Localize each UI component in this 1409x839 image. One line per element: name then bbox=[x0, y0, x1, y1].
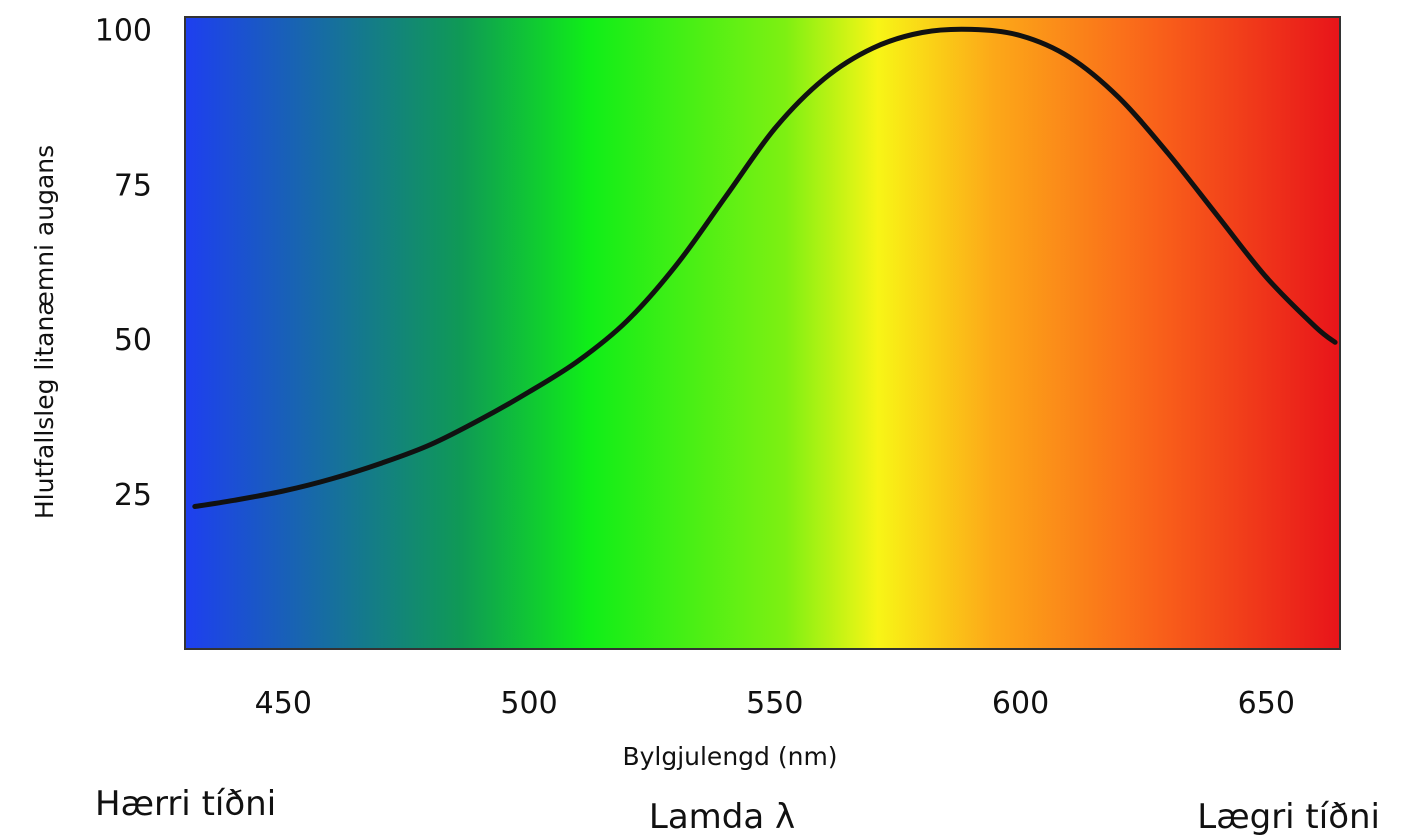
x-tick-label: 450 bbox=[255, 686, 312, 721]
annotation-lambda: Lamda λ bbox=[649, 797, 795, 837]
y-axis-ticks: 25 50 75 100 bbox=[95, 13, 152, 513]
x-tick-label: 600 bbox=[992, 686, 1049, 721]
annotation-lower-frequency: Lægri tíðni bbox=[1197, 797, 1380, 837]
x-axis-ticks: 450 500 550 600 650 bbox=[255, 686, 1295, 721]
x-tick-label: 650 bbox=[1238, 686, 1295, 721]
y-tick-label: 75 bbox=[114, 168, 152, 203]
y-tick-label: 50 bbox=[114, 323, 152, 358]
annotation-higher-frequency: Hærri tíðni bbox=[95, 784, 276, 824]
spectrum-plot-area bbox=[184, 16, 1341, 650]
x-tick-label: 500 bbox=[500, 686, 557, 721]
x-axis-label: Bylgjulengd (nm) bbox=[622, 742, 837, 771]
y-axis-label: Hlutfallsleg litanæmni augans bbox=[30, 145, 59, 519]
y-tick-label: 100 bbox=[95, 13, 152, 48]
x-tick-label: 550 bbox=[746, 686, 803, 721]
y-tick-label: 25 bbox=[114, 478, 152, 513]
sensitivity-curve bbox=[192, 26, 1338, 509]
